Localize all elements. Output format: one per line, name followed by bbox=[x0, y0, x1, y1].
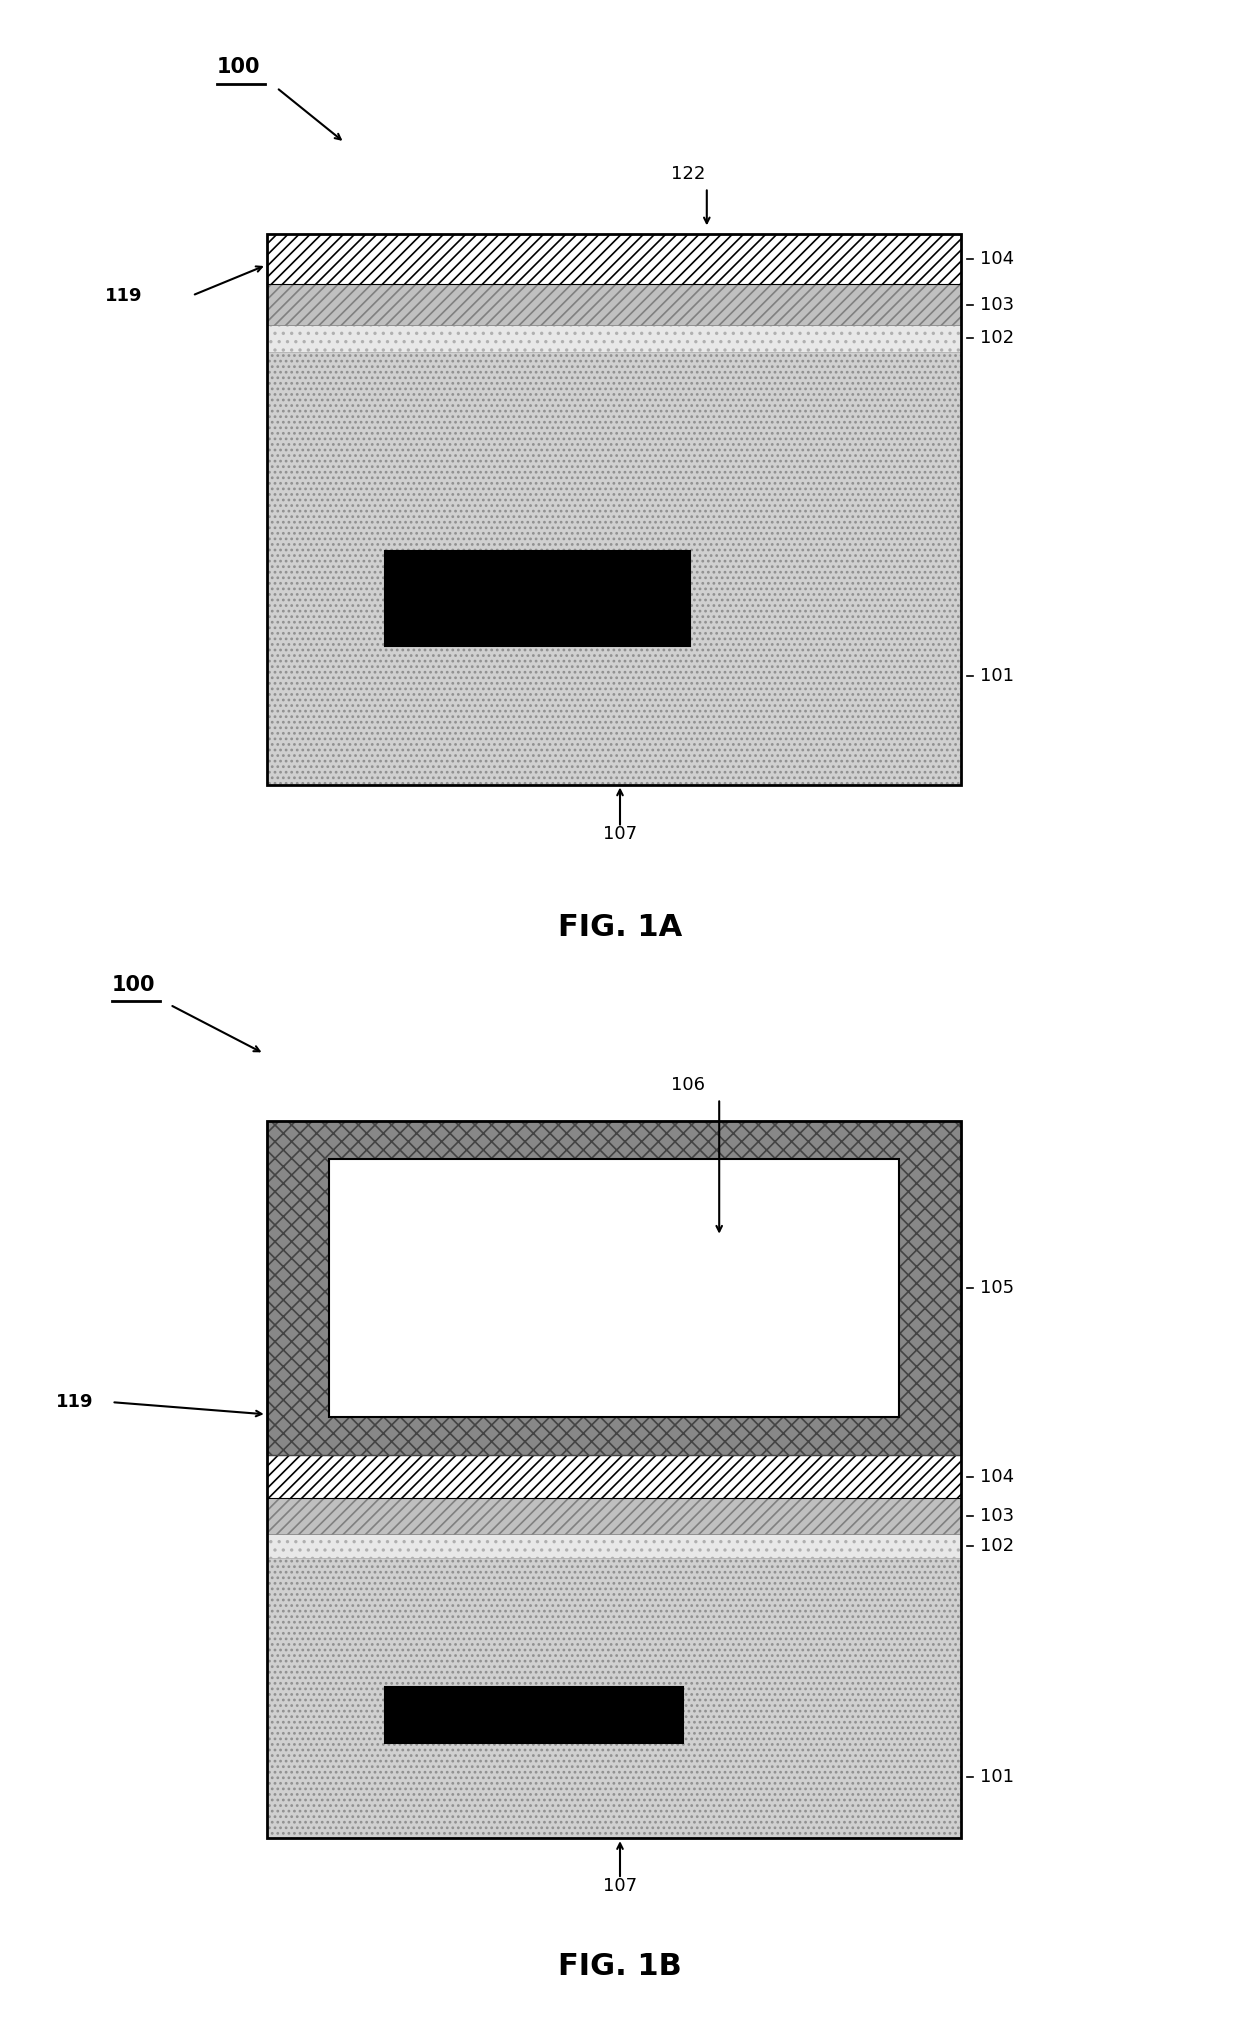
Text: 122: 122 bbox=[671, 165, 706, 183]
Text: 102: 102 bbox=[980, 1537, 1014, 1555]
Text: 100: 100 bbox=[217, 57, 260, 77]
Text: 104: 104 bbox=[980, 251, 1014, 269]
Text: 107: 107 bbox=[603, 825, 637, 844]
Bar bbox=[384, 550, 691, 646]
Bar bbox=[267, 1121, 961, 1455]
Bar bbox=[267, 1498, 961, 1535]
Text: 103: 103 bbox=[980, 296, 1014, 314]
Text: 119: 119 bbox=[56, 1394, 93, 1410]
Bar bbox=[267, 1121, 961, 1838]
Bar bbox=[384, 1687, 683, 1742]
Text: FIG. 1B: FIG. 1B bbox=[558, 1952, 682, 1981]
Text: 107: 107 bbox=[603, 1877, 637, 1895]
Text: 119: 119 bbox=[105, 287, 143, 304]
Text: 101: 101 bbox=[980, 1767, 1013, 1785]
Bar bbox=[267, 1559, 961, 1838]
Text: 104: 104 bbox=[980, 1467, 1014, 1486]
Text: FIG. 1A: FIG. 1A bbox=[558, 913, 682, 942]
Text: 105: 105 bbox=[980, 1280, 1014, 1296]
Bar bbox=[267, 234, 961, 785]
Bar bbox=[267, 234, 961, 283]
Bar bbox=[267, 1455, 961, 1498]
Text: 100: 100 bbox=[112, 974, 155, 995]
Bar bbox=[267, 353, 961, 785]
Text: 102: 102 bbox=[980, 330, 1014, 346]
Bar bbox=[267, 283, 961, 326]
Bar bbox=[267, 1535, 961, 1559]
Bar bbox=[267, 326, 961, 353]
Text: 101: 101 bbox=[980, 666, 1013, 685]
Text: 103: 103 bbox=[980, 1508, 1014, 1524]
Text: 106: 106 bbox=[671, 1076, 706, 1094]
Bar bbox=[329, 1160, 899, 1416]
